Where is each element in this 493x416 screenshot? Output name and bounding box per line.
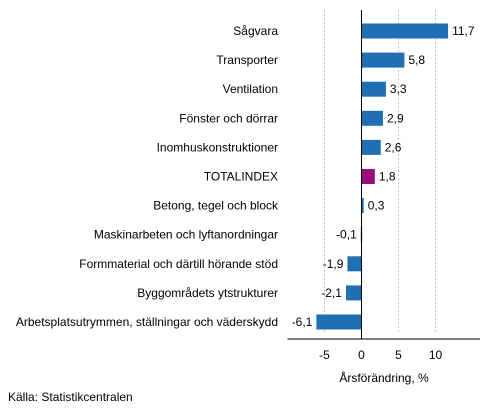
x-tick-label: 0 — [358, 348, 365, 362]
category-label: Sågvara — [233, 24, 278, 38]
bar — [361, 169, 375, 184]
bars — [316, 23, 449, 330]
category-label: Byggområdets ytstrukturer — [137, 286, 278, 300]
value-label: -1,9 — [323, 257, 344, 271]
x-tick-label: 5 — [395, 348, 402, 362]
bar — [361, 139, 381, 155]
category-label: Fönster och dörrar — [179, 111, 278, 125]
bar — [361, 110, 383, 126]
value-label: 3,3 — [390, 82, 407, 96]
value-label: 5,8 — [408, 53, 425, 67]
x-tick-label: -5 — [319, 348, 330, 362]
category-label: Ventilation — [223, 82, 278, 96]
bar — [347, 256, 362, 272]
category-label: Formmaterial och därtill hörande stöd — [79, 257, 278, 271]
category-labels: Sågvara Transporter Ventilation Fönster och… — [16, 24, 279, 329]
value-label: 1,8 — [379, 170, 396, 184]
value-label: 0,3 — [368, 199, 385, 213]
category-label: Transporter — [216, 53, 278, 67]
category-label: Inomhuskonstruktioner — [157, 140, 278, 154]
bar — [361, 81, 386, 97]
bar — [316, 314, 362, 330]
bar — [361, 198, 364, 214]
value-label: -2,1 — [321, 286, 342, 300]
bar — [345, 285, 362, 301]
x-axis-label: Årsförändring, % — [339, 370, 429, 385]
bar — [361, 23, 449, 39]
value-label: 2,6 — [385, 140, 402, 154]
source-note: Källa: Statistikcentralen — [8, 390, 133, 404]
category-label: Betong, tegel och block — [153, 199, 279, 213]
x-tick-label: 10 — [429, 348, 443, 362]
value-labels: 11,7 5,8 3,3 2,9 2,6 1,8 0,3 -0,1 -1,9 -2,1 -6,1 — [292, 24, 475, 329]
category-label: Maskinarbeten och lyftanordningar — [94, 228, 278, 242]
category-label: Arbetsplatsutrymmen, ställningar och väd… — [16, 315, 278, 329]
category-label: TOTALINDEX — [204, 170, 278, 184]
value-label: -6,1 — [292, 315, 313, 329]
bar — [361, 52, 405, 68]
value-label: 11,7 — [452, 24, 475, 38]
x-axis-ticks: -5 0 5 10 — [287, 10, 480, 362]
value-label: 2,9 — [387, 111, 404, 125]
value-label: -0,1 — [336, 228, 357, 242]
